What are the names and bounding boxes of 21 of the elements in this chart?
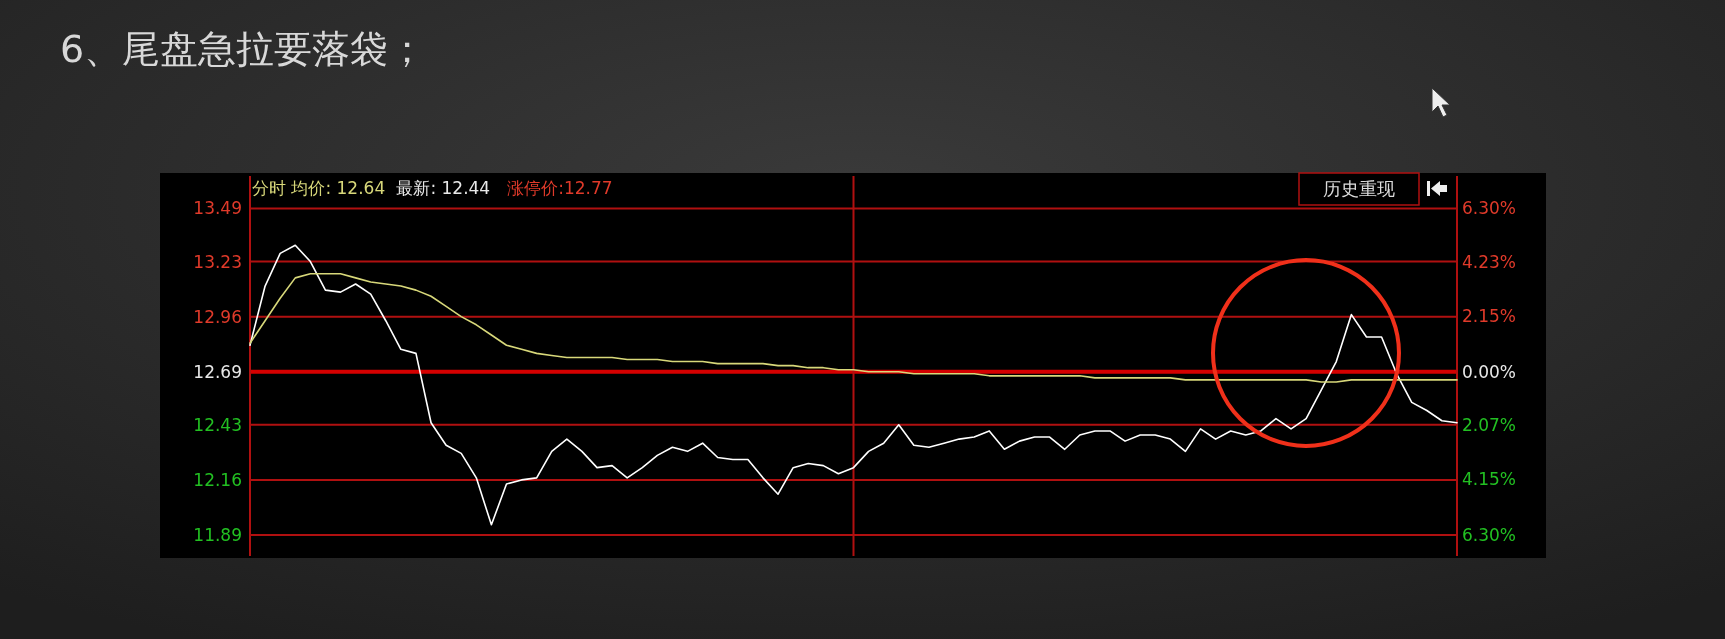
y2-tick-label: 4.15%	[1462, 469, 1517, 490]
y2-tick-label: 2.15%	[1462, 305, 1517, 326]
y2-tick-label: 6.30%	[1462, 524, 1517, 545]
y2-tick-label: 4.23%	[1462, 252, 1517, 273]
y2-tick-label: 6.30%	[1462, 198, 1517, 219]
y2-tick-label: 2.07%	[1462, 415, 1517, 436]
text: 最新: 12.44	[396, 178, 491, 198]
line-series	[249, 244, 1458, 526]
y-tick-label: 12.69	[193, 361, 242, 382]
y-tick-label: 13.49	[193, 198, 242, 219]
text: 历史重现	[1323, 178, 1395, 199]
text: 分时 均价: 12.64	[252, 178, 386, 198]
y-tick-label: 13.23	[193, 251, 242, 272]
chart-title: 6、尾盘急拉要落袋；	[60, 27, 427, 71]
text: 涨停价:12.77	[507, 178, 613, 198]
y-tick-label: 11.89	[193, 524, 242, 545]
y-tick-label: 12.96	[193, 306, 242, 327]
y-tick-label: 12.43	[193, 414, 242, 435]
line-series	[249, 273, 1458, 383]
y-tick-label: 12.16	[193, 469, 242, 490]
y2-tick-label: 0.00%	[1462, 361, 1517, 382]
